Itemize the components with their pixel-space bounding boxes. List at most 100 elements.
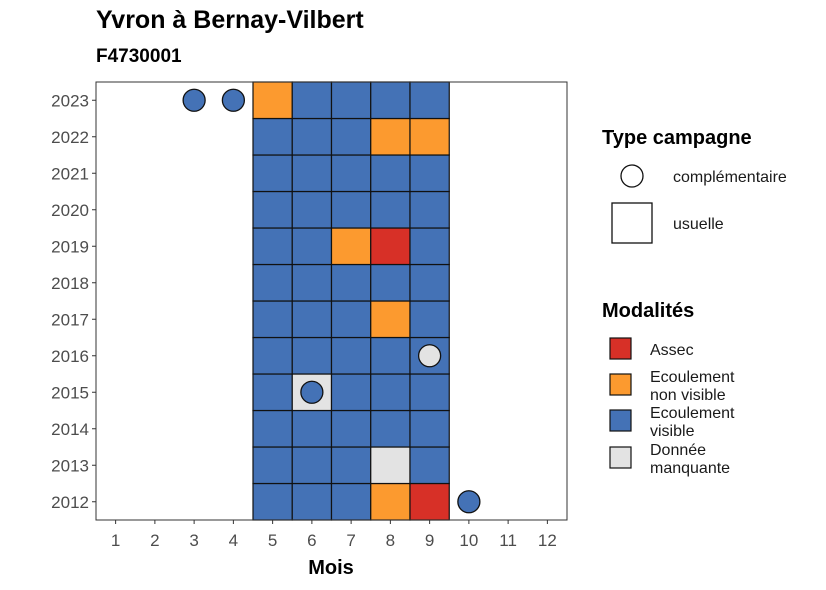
cell-2019-5 [252, 227, 293, 266]
cell-2023-8 [370, 81, 411, 120]
cell-2014-6 [291, 409, 333, 448]
legend-label-1-0: Ecoulement [650, 369, 735, 386]
y-tick-label-2020: 2020 [51, 201, 89, 220]
x-tick-label-11: 11 [499, 531, 517, 550]
cell-2019-6 [291, 227, 333, 266]
cell-2012-9 [409, 482, 450, 521]
cell-2014-8 [370, 409, 411, 448]
legend: Type campagne complémentaire usuelle Modali… [602, 127, 787, 477]
cell-2017-7 [330, 300, 372, 339]
x-tick-label-3: 3 [189, 531, 198, 550]
cell-2017-6 [291, 300, 333, 339]
x-tick-label-5: 5 [268, 531, 277, 550]
cell-2013-5 [252, 446, 293, 485]
complementary-points-group [182, 88, 481, 514]
x-tick-label-10: 10 [459, 531, 478, 550]
cell-2015-9 [409, 373, 450, 412]
x-tick-label-9: 9 [425, 531, 434, 550]
y-tick-label-2014: 2014 [51, 420, 89, 439]
cell-2022-9 [409, 117, 450, 156]
cell-2013-9 [409, 446, 450, 485]
legend-label-2-0: Ecoulement [650, 405, 735, 422]
cell-2022-5 [252, 117, 293, 156]
cell-2020-9 [409, 190, 450, 229]
cell-2016-6 [291, 336, 333, 375]
cell-2021-6 [291, 154, 333, 193]
cell-2020-8 [370, 190, 411, 229]
point-2016-9 [417, 344, 442, 368]
cell-2017-9 [409, 300, 450, 339]
legend-square-key [611, 202, 653, 244]
x-tick-label-12: 12 [538, 531, 557, 550]
legend-label-3-0: Donnée [650, 442, 706, 459]
cell-2021-8 [370, 154, 411, 193]
cell-2014-5 [252, 409, 293, 448]
cell-2013-6 [291, 446, 333, 485]
y-tick-label-2016: 2016 [51, 347, 89, 366]
cell-2022-6 [291, 117, 333, 156]
cell-2018-9 [409, 263, 450, 302]
cell-2013-8 [370, 446, 411, 485]
cell-2016-5 [252, 336, 293, 375]
cell-2018-8 [370, 263, 411, 302]
cell-2018-6 [291, 263, 333, 302]
cell-2020-6 [291, 190, 333, 229]
cell-2012-5 [252, 482, 293, 521]
x-tick-label-4: 4 [229, 531, 238, 550]
cell-2018-7 [330, 263, 372, 302]
cell-2023-5 [252, 81, 293, 120]
legend-type-complementaire: complémentaire [673, 169, 787, 186]
cell-2021-7 [330, 154, 372, 193]
cell-2023-7 [330, 81, 372, 120]
cell-2014-7 [330, 409, 372, 448]
x-tick-label-8: 8 [386, 531, 395, 550]
y-tick-label-2013: 2013 [51, 456, 89, 475]
cell-2012-8 [370, 482, 411, 521]
cell-2021-9 [409, 154, 450, 193]
plot-panel-border [95, 81, 568, 521]
point-2023-3 [182, 88, 206, 112]
legend-swatch-3 [609, 446, 632, 469]
cell-2013-7 [330, 446, 372, 485]
usual-cells-group [252, 81, 450, 521]
point-2023-4 [221, 88, 246, 112]
cell-2015-7 [330, 373, 372, 412]
point-2012-10 [457, 490, 481, 514]
cell-2019-8 [370, 227, 411, 266]
legend-swatch-2 [609, 409, 632, 432]
y-tick-label-2018: 2018 [51, 274, 89, 293]
cell-2022-7 [330, 117, 372, 156]
cell-2017-8 [370, 300, 411, 339]
legend-modalites-title: Modalités [602, 300, 694, 322]
y-tick-label-2015: 2015 [51, 383, 89, 402]
x-tick-label-6: 6 [307, 531, 316, 550]
x-tick-label-1: 1 [111, 531, 120, 550]
y-tick-label-2012: 2012 [51, 493, 89, 512]
cell-2015-5 [252, 373, 293, 412]
x-axis: 1 2 3 4 5 6 7 8 9 10 11 12 [111, 520, 557, 550]
x-tick-label-2: 2 [150, 531, 159, 550]
cell-2012-7 [330, 482, 372, 521]
cell-2017-5 [252, 300, 293, 339]
y-tick-label-2023: 2023 [51, 91, 89, 110]
x-tick-label-7: 7 [346, 531, 355, 550]
chart-subtitle: F4730001 [96, 46, 182, 67]
x-axis-title: Mois [308, 557, 354, 579]
cell-2021-5 [252, 154, 293, 193]
y-tick-label-2019: 2019 [51, 237, 89, 256]
cell-2023-6 [291, 81, 333, 120]
y-tick-label-2021: 2021 [51, 164, 89, 183]
cell-2015-8 [370, 373, 411, 412]
y-axis: 2012 2013 2014 2015 2016 2017 2018 2019 2020 2021… [51, 91, 96, 512]
legend-type-title: Type campagne [602, 127, 752, 149]
cell-2018-5 [252, 263, 293, 302]
legend-type-usuelle: usuelle [673, 216, 724, 233]
chart-title: Yvron à Bernay-Vilbert [96, 6, 364, 34]
cell-2012-6 [291, 482, 333, 521]
legend-circle-key [620, 164, 644, 188]
legend-label-1-1: non visible [650, 387, 726, 404]
legend-label-3-1: manquante [650, 460, 730, 477]
cell-2019-9 [409, 227, 450, 266]
legend-label-2-1: visible [650, 423, 695, 440]
